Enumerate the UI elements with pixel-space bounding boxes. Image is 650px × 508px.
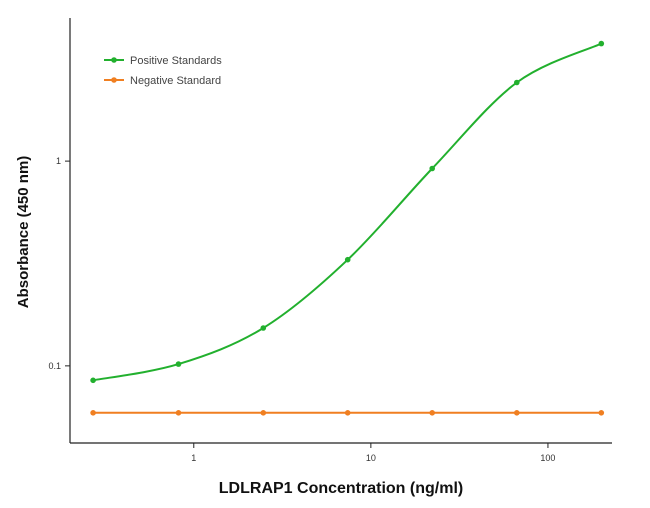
x-tick-label: 10: [366, 453, 376, 463]
series-1-point: [429, 165, 436, 172]
legend: Positive Standards Negative Standard: [104, 55, 222, 87]
data-points: [90, 40, 605, 416]
x-axis-title: LDLRAP1 Concentration (ng/ml): [219, 480, 463, 497]
legend-label: Positive Standards: [130, 55, 222, 67]
x-tick-label: 1: [191, 453, 196, 463]
series-2-point: [175, 410, 182, 416]
series-1-point: [175, 361, 182, 367]
axis-ticks: 1 10 100 0.1 1: [48, 156, 555, 463]
fit-curves: [92, 42, 602, 414]
series-2-point: [344, 410, 351, 416]
series-1-curve: [92, 42, 602, 382]
series-2-point: [598, 410, 605, 416]
series-2-point: [514, 410, 520, 416]
legend-label: Negative Standard: [130, 75, 221, 87]
axes: [69, 18, 612, 444]
x-tick-label: 100: [540, 453, 555, 463]
series-2-point: [90, 410, 96, 416]
legend-marker: [111, 57, 117, 63]
series-1-point: [598, 40, 605, 47]
series-1-point: [344, 256, 351, 263]
series-2-point: [429, 410, 436, 416]
series-1-point: [514, 79, 520, 86]
y-tick-label: 0.1: [48, 361, 61, 371]
y-tick-label: 1: [56, 156, 61, 166]
y-axis-title: Absorbance (450 nm): [15, 156, 32, 309]
legend-marker: [111, 77, 117, 83]
series-1-point: [260, 325, 267, 331]
series-2-point: [260, 410, 267, 416]
series-1-point: [90, 377, 96, 384]
